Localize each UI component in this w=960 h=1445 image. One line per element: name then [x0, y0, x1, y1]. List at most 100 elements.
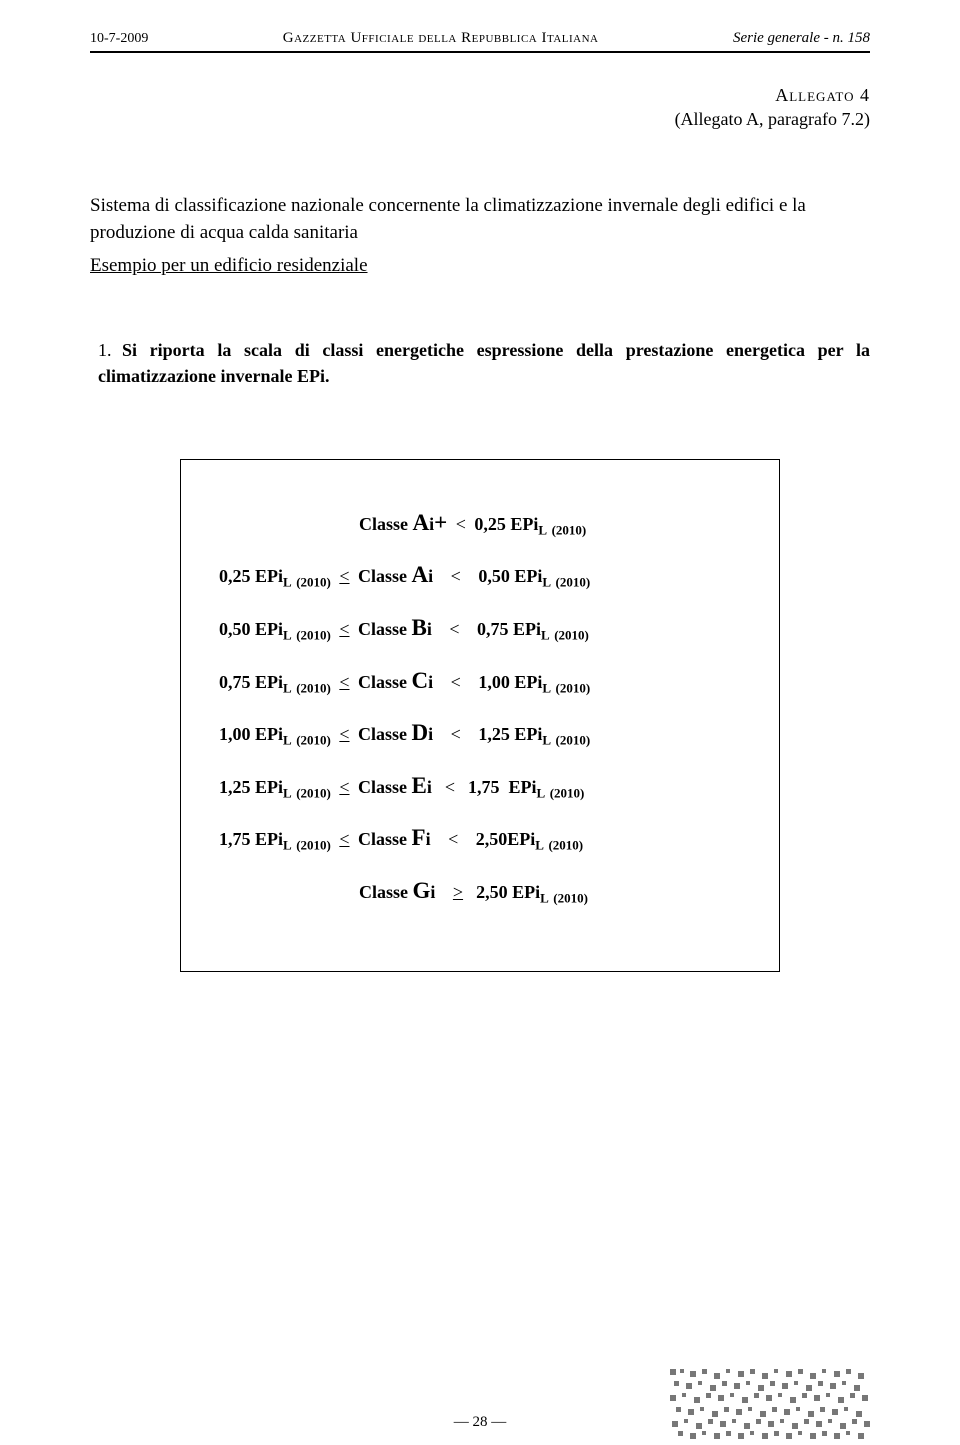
label-classe: Classe — [359, 882, 408, 902]
epi: EPi — [255, 672, 283, 692]
epi: EPi — [509, 777, 537, 797]
numbered-item: 1.Si riporta la scala di classi energeti… — [90, 337, 870, 389]
sub-l: L — [283, 733, 292, 748]
label-classe: Classe — [358, 724, 407, 744]
label-classe: Classe — [359, 514, 408, 534]
lt-symbol: < — [447, 724, 465, 745]
lt-symbol: < — [444, 829, 462, 850]
year: (2010) — [556, 733, 591, 748]
val: 0,75 — [477, 619, 509, 639]
label-classe: Classe — [358, 672, 407, 692]
plus-icon: + — [434, 510, 447, 535]
sub-l: L — [535, 838, 544, 853]
label-i: i — [427, 619, 432, 639]
epi: EPi — [514, 724, 542, 744]
epi: EPi — [255, 724, 283, 744]
sub-l: L — [538, 522, 547, 537]
val: 1,75 — [219, 829, 251, 849]
label-i: i — [428, 566, 433, 586]
epi: EPi — [512, 882, 540, 902]
sub-l: L — [283, 785, 292, 800]
section-title: Sistema di classificazione nazionale con… — [90, 192, 870, 247]
year: (2010) — [296, 628, 331, 643]
year: (2010) — [556, 680, 591, 695]
label-classe: Classe — [358, 829, 407, 849]
sub-l: L — [542, 733, 551, 748]
sub-l: L — [537, 785, 546, 800]
ge-symbol: > — [453, 882, 463, 903]
epi: EPi — [255, 777, 283, 797]
sub-l: L — [542, 680, 551, 695]
label-classe: Classe — [358, 566, 407, 586]
val: 2,50 — [476, 882, 508, 902]
val: 1,25 — [219, 777, 251, 797]
le-symbol: < — [339, 829, 349, 850]
class-row-b: 0,50 EPiL (2010) < Classe Bi < 0,75 EPiL… — [219, 615, 741, 644]
val: 0,50 — [219, 619, 251, 639]
val: 2,50 — [476, 829, 508, 849]
label-i: i — [428, 672, 433, 692]
sub-l: L — [283, 838, 292, 853]
year: (2010) — [553, 891, 588, 906]
year: (2010) — [550, 785, 585, 800]
lt-symbol: < — [447, 672, 465, 693]
epi: EPi — [513, 619, 541, 639]
label-i: i — [426, 829, 431, 849]
allegato-title: Allegato 4 — [90, 83, 870, 107]
sub-l: L — [540, 891, 549, 906]
class-row-c: 0,75 EPiL (2010) < Classe Ci < 1,00 EPiL… — [219, 668, 741, 697]
label-F: F — [412, 825, 426, 850]
class-row-g: Classe Gi > 2,50 EPiL (2010) — [219, 878, 741, 907]
label-i: i — [428, 724, 433, 744]
label-D: D — [412, 720, 429, 745]
header-publication: Gazzetta Ufficiale della Repubblica Ital… — [148, 30, 733, 47]
year: (2010) — [556, 575, 591, 590]
numbered-num: 1. — [98, 337, 122, 363]
header-date: 10-7-2009 — [90, 31, 148, 47]
label-E: E — [412, 773, 427, 798]
label-B: B — [412, 615, 427, 640]
year: (2010) — [548, 838, 583, 853]
year: (2010) — [552, 522, 587, 537]
class-row-aplus: Classe Ai+ < 0,25 EPiL (2010) — [219, 510, 741, 539]
lt-symbol: < — [441, 777, 459, 798]
le-symbol: < — [339, 619, 349, 640]
val: 1,75 — [468, 777, 500, 797]
allegato-block: Allegato 4 (Allegato A, paragrafo 7.2) — [90, 83, 870, 132]
sub-l: L — [283, 680, 292, 695]
year: (2010) — [296, 733, 331, 748]
label-G: G — [413, 878, 431, 903]
le-symbol: < — [339, 777, 349, 798]
val: 1,00 — [478, 672, 510, 692]
header-divider — [90, 51, 870, 53]
class-row-e: 1,25 EPiL (2010) < Classe Ei < 1,75 EPiL… — [219, 773, 741, 802]
class-scale-box: Classe Ai+ < 0,25 EPiL (2010) 0,25 EPiL … — [180, 459, 780, 972]
header-series: Serie generale - n. 158 — [733, 30, 870, 47]
val: 1,25 — [478, 724, 510, 744]
val: 1,00 — [219, 724, 251, 744]
le-symbol: < — [339, 566, 349, 587]
sub-l: L — [283, 628, 292, 643]
class-row-f: 1,75 EPiL (2010) < Classe Fi < 2,50EPiL … — [219, 825, 741, 854]
lt-symbol: < — [452, 514, 470, 535]
class-row-a: 0,25 EPiL (2010) < Classe Ai < 0,50 EPiL… — [219, 562, 741, 591]
class-row-d: 1,00 EPiL (2010) < Classe Di < 1,25 EPiL… — [219, 720, 741, 749]
val: 0,50 — [478, 566, 510, 586]
le-symbol: < — [339, 672, 349, 693]
label-classe: Classe — [358, 777, 407, 797]
page: 10-7-2009 Gazzetta Ufficiale della Repub… — [0, 0, 960, 1445]
val-025: 0,25 — [474, 514, 506, 534]
epi: EPi — [507, 829, 535, 849]
year: (2010) — [296, 575, 331, 590]
page-number: — 28 — — [454, 1414, 507, 1430]
numbered-text: Si riporta la scala di classi energetich… — [98, 340, 870, 386]
qr-code-icon — [670, 1369, 870, 1439]
label-classe: Classe — [358, 619, 407, 639]
label-A: A — [412, 562, 429, 587]
epi: EPi — [255, 566, 283, 586]
epi: EPi — [255, 619, 283, 639]
sub-l: L — [283, 575, 292, 590]
year: (2010) — [554, 628, 589, 643]
header-line: 10-7-2009 Gazzetta Ufficiale della Repub… — [90, 30, 870, 47]
lt-symbol: < — [447, 566, 465, 587]
